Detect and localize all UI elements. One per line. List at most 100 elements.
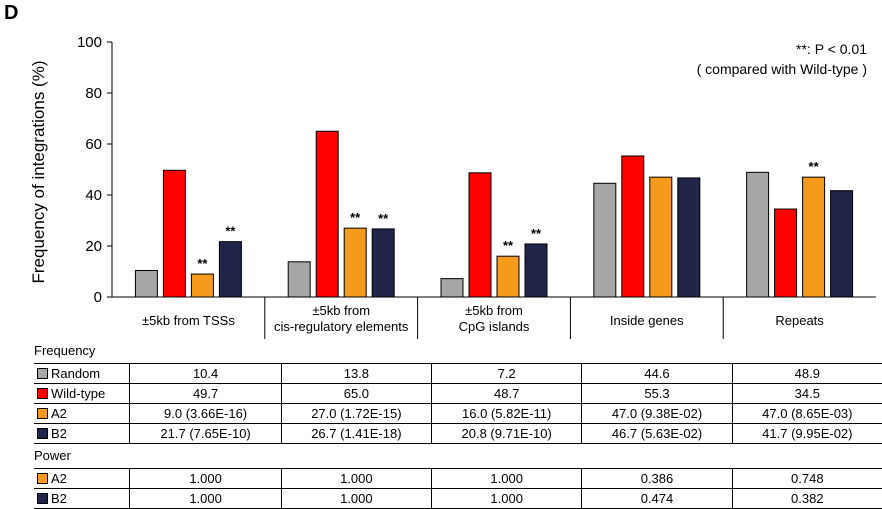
significance-mark: **	[350, 210, 361, 225]
power-row-label: A2	[34, 468, 130, 489]
table-cell: 26.7 (1.41E-18)	[280, 423, 432, 444]
frequency-header: Frequency	[34, 339, 882, 364]
table-row: Wild-type 49.7 65.0 48.7 55.3 34.5	[34, 383, 882, 404]
table-cell: 1.000	[280, 488, 432, 509]
table-cell: 41.7 (9.95E-02)	[731, 423, 882, 444]
frequency-row-label: Random	[34, 363, 130, 384]
table-cell: 13.8	[280, 363, 432, 384]
bar	[162, 169, 186, 298]
legend-swatch	[37, 428, 48, 439]
category-label: ±5kb from	[465, 303, 523, 318]
table-cell: 65.0	[280, 383, 432, 404]
significance-mark: **	[809, 159, 820, 174]
category-label: Inside genes	[610, 313, 684, 328]
y-tick-label: 40	[85, 187, 102, 204]
legend-swatch	[37, 408, 48, 419]
comparison-note: ( compared with Wild-type )	[697, 61, 867, 77]
table-cell: 48.7	[431, 383, 582, 404]
bar	[621, 155, 645, 298]
bar	[343, 227, 367, 298]
table-cell: 44.6	[581, 363, 733, 384]
category-label: Repeats	[775, 313, 824, 328]
significance-mark: **	[531, 226, 542, 241]
table-cell: 48.9	[731, 363, 882, 384]
y-tick-label: 20	[85, 238, 102, 255]
table-row: A2 9.0 (3.66E-16) 27.0 (1.72E-15) 16.0 (5.8…	[34, 403, 882, 424]
bar	[677, 177, 701, 298]
legend-swatch	[37, 473, 48, 484]
bar-chart: 0 20 40 60 80 100 ** ** ** ** ** ** ** ±5kb from TS…	[29, 34, 876, 339]
table-row: B2 1.000 1.000 1.000 0.474 0.382	[34, 488, 882, 509]
y-axis-label: Frequency of integrations (%)	[29, 61, 48, 284]
bar	[190, 273, 214, 298]
bar	[524, 243, 548, 298]
table-cell: 46.7 (5.63E-02)	[581, 423, 733, 444]
table-row: Random 10.4 13.8 7.2 44.6 48.9	[34, 363, 882, 384]
bar	[287, 261, 311, 298]
table-cell: 10.4	[129, 363, 282, 384]
frequency-row-label: A2	[34, 403, 130, 424]
table-row: B2 21.7 (7.65E-10) 26.7 (1.41E-18) 20.8 (9.…	[34, 423, 882, 444]
table-cell: 1.000	[129, 488, 282, 509]
series-name: B2	[51, 491, 67, 506]
legend-swatch	[37, 368, 48, 379]
category-label: cis-regulatory elements	[274, 319, 409, 334]
series-name: A2	[51, 471, 67, 486]
series-name: A2	[51, 406, 67, 421]
series-name: B2	[51, 426, 67, 441]
significance-marks: ** ** ** ** ** ** **	[197, 159, 819, 271]
frequency-power-table: Frequency Random 10.4 13.8 7.2 44.6 48.9 Wild-t…	[34, 339, 882, 509]
table-cell: 1.000	[280, 468, 432, 489]
table-row: A2 1.000 1.000 1.000 0.386 0.748	[34, 468, 882, 489]
bar	[593, 182, 617, 298]
table-cell: 0.386	[581, 468, 733, 489]
significance-mark: **	[378, 211, 389, 226]
table-cell: 7.2	[431, 363, 582, 384]
table-cell: 0.382	[731, 488, 882, 509]
bar	[218, 241, 242, 298]
y-tick-label: 100	[77, 34, 102, 51]
frequency-row-label: Wild-type	[34, 383, 130, 404]
table-cell: 20.8 (9.71E-10)	[431, 423, 582, 444]
category-label: CpG islands	[459, 319, 530, 334]
bar	[440, 278, 464, 298]
y-tick-label: 80	[85, 85, 102, 102]
category-label: ±5kb from TSSs	[142, 313, 235, 328]
table-cell: 55.3	[581, 383, 733, 404]
table-cell: 47.0 (8.65E-03)	[731, 403, 882, 424]
series-name: Random	[51, 366, 101, 381]
bar	[315, 130, 339, 298]
bars-group	[134, 130, 854, 298]
significance-mark: **	[225, 224, 236, 239]
table-cell: 1.000	[431, 488, 582, 509]
significance-mark: **	[503, 238, 514, 253]
table-cell: 16.0 (5.82E-11)	[431, 403, 582, 424]
bar	[496, 255, 520, 298]
legend-swatch	[37, 388, 48, 399]
bar	[468, 172, 492, 298]
bar	[746, 171, 770, 298]
table-cell: 0.748	[731, 468, 882, 489]
significance-legend: **: P < 0.01	[796, 41, 867, 57]
table-cell: 21.7 (7.65E-10)	[129, 423, 282, 444]
bar	[134, 269, 158, 298]
significance-mark: **	[197, 256, 208, 271]
table-cell: 1.000	[431, 468, 582, 489]
table-cell: 9.0 (3.66E-16)	[129, 403, 282, 424]
series-name: Wild-type	[51, 386, 106, 401]
bar	[649, 176, 673, 298]
table-cell: 0.474	[581, 488, 733, 509]
bar	[802, 176, 826, 298]
power-header: Power	[34, 444, 882, 469]
power-row-label: B2	[34, 488, 130, 509]
frequency-row-label: B2	[34, 423, 130, 444]
table-cell: 34.5	[731, 383, 882, 404]
category-label: ±5kb from	[312, 303, 370, 318]
table-cell: 47.0 (9.38E-02)	[581, 403, 733, 424]
legend-swatch	[37, 493, 48, 504]
table-cell: 49.7	[129, 383, 282, 404]
bar	[830, 190, 854, 298]
y-tick-label: 60	[85, 136, 102, 153]
y-tick-label: 0	[94, 289, 102, 306]
